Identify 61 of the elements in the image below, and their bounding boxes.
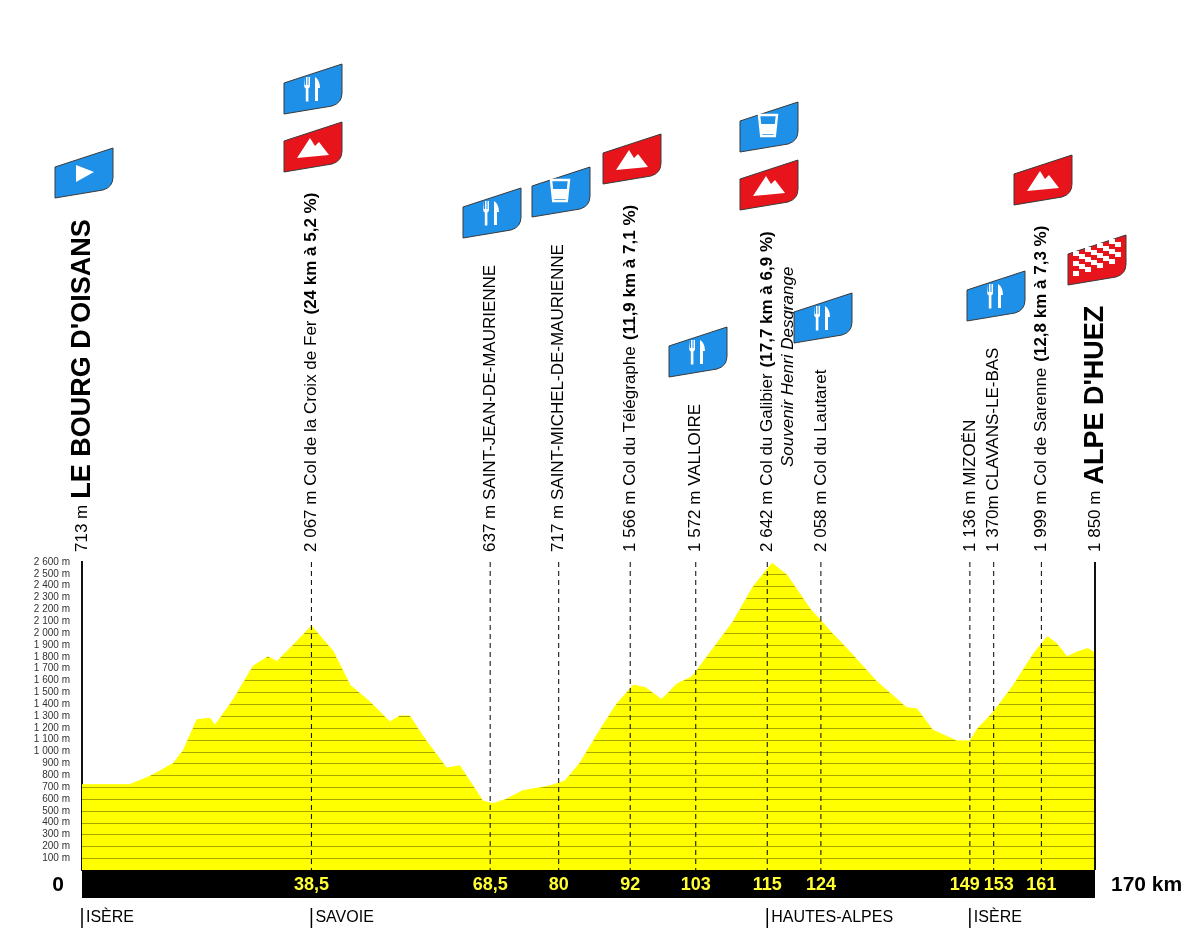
x-tick-label: 68,5 [472,873,508,894]
x-tick-label: 92 [620,873,641,894]
text: ISÈRE [86,907,135,926]
y-tick-label: 600 m [42,792,70,804]
ref-line-label: 2 642 m Col du Galibier [756,373,776,552]
y-tick-label: 1 500 m [33,686,70,698]
x-tick-label: 38,5 [293,873,329,894]
ref-line-label: 1 999 m Col de Sarenne [1031,367,1051,552]
text: (12,8 km à 7,3 %) [1031,225,1051,362]
text: (17,7 km à 6,9 %) [756,231,776,368]
y-tick-label: 300 m [42,828,70,840]
text: (24 km à 5,2 %) [301,192,321,315]
y-tick-label: 1 700 m [33,662,70,674]
text: Souvenir Henri Desgrange [778,266,797,467]
x-tick-label: 80 [548,873,569,894]
y-tick-label: 2 600 m [33,555,70,567]
y-tick-label: 700 m [42,780,70,792]
y-tick-label: 500 m [42,804,70,816]
text: 0 [52,871,64,895]
x-tick-label: 124 [805,873,836,894]
ref-line-label: 2 058 m Col du Lautaret [810,369,830,552]
y-tick-label: 1 400 m [33,697,70,709]
text: ALPE D'HUEZ [1079,305,1110,485]
ref-line-label: 717 m SAINT-MICHEL-DE-MAURIENNE [548,244,568,552]
ref-line-label: 1 136 m MIZOËN [959,419,979,552]
x-tick-label: 103 [680,873,711,894]
ref-line-label: 637 m SAINT-JEAN-DE-MAURIENNE [479,264,499,552]
y-tick-label: 400 m [42,816,70,828]
ref-line-label: 1 370m CLAVANS-LE-BAS [983,347,1003,552]
y-tick-label: 1 600 m [33,674,70,686]
ref-line-label: 1 572 m VALLOIRE [685,403,705,552]
y-tick-label: 1 200 m [33,721,70,733]
y-tick-label: 2 000 m [33,626,70,638]
x-tick-label: 149 [949,873,980,894]
x-tick-label: 153 [983,873,1014,894]
ref-line-label: 2 067 m Col de la Croix de Fer [301,320,321,552]
y-tick-label: 100 m [42,851,70,863]
text: HAUTES-ALPES [771,908,894,926]
y-tick-label: 900 m [42,757,70,769]
y-tick-label: 2 300 m [33,591,70,603]
y-tick-label: 1 300 m [33,709,70,721]
x-tick-label: 161 [1026,873,1057,894]
text: SAVOIE [315,908,374,926]
y-tick-label: 2 400 m [33,579,70,591]
y-tick-label: 2 200 m [33,603,70,615]
text: 713 m [71,504,91,552]
ref-line-label: 1 566 m Col du Télégraphe [619,346,639,552]
text: (11,9 km à 7,1 %) [619,204,639,340]
text: ISÈRE [973,907,1022,926]
y-tick-label: 2 100 m [33,614,70,626]
y-tick-label: 1 000 m [33,745,70,757]
y-tick-label: 1 100 m [33,733,70,745]
y-tick-label: 1 900 m [33,638,70,650]
text: 170 km [1111,871,1183,895]
text: LE BOURG D'OISANS [66,219,97,499]
y-tick-label: 800 m [42,768,70,780]
x-tick-label: 115 [752,873,782,894]
y-tick-label: 200 m [42,840,70,852]
y-tick-label: 1 800 m [33,650,70,662]
ref-line-label: 1 850 m [1084,490,1104,552]
y-tick-label: 2 500 m [33,567,70,579]
